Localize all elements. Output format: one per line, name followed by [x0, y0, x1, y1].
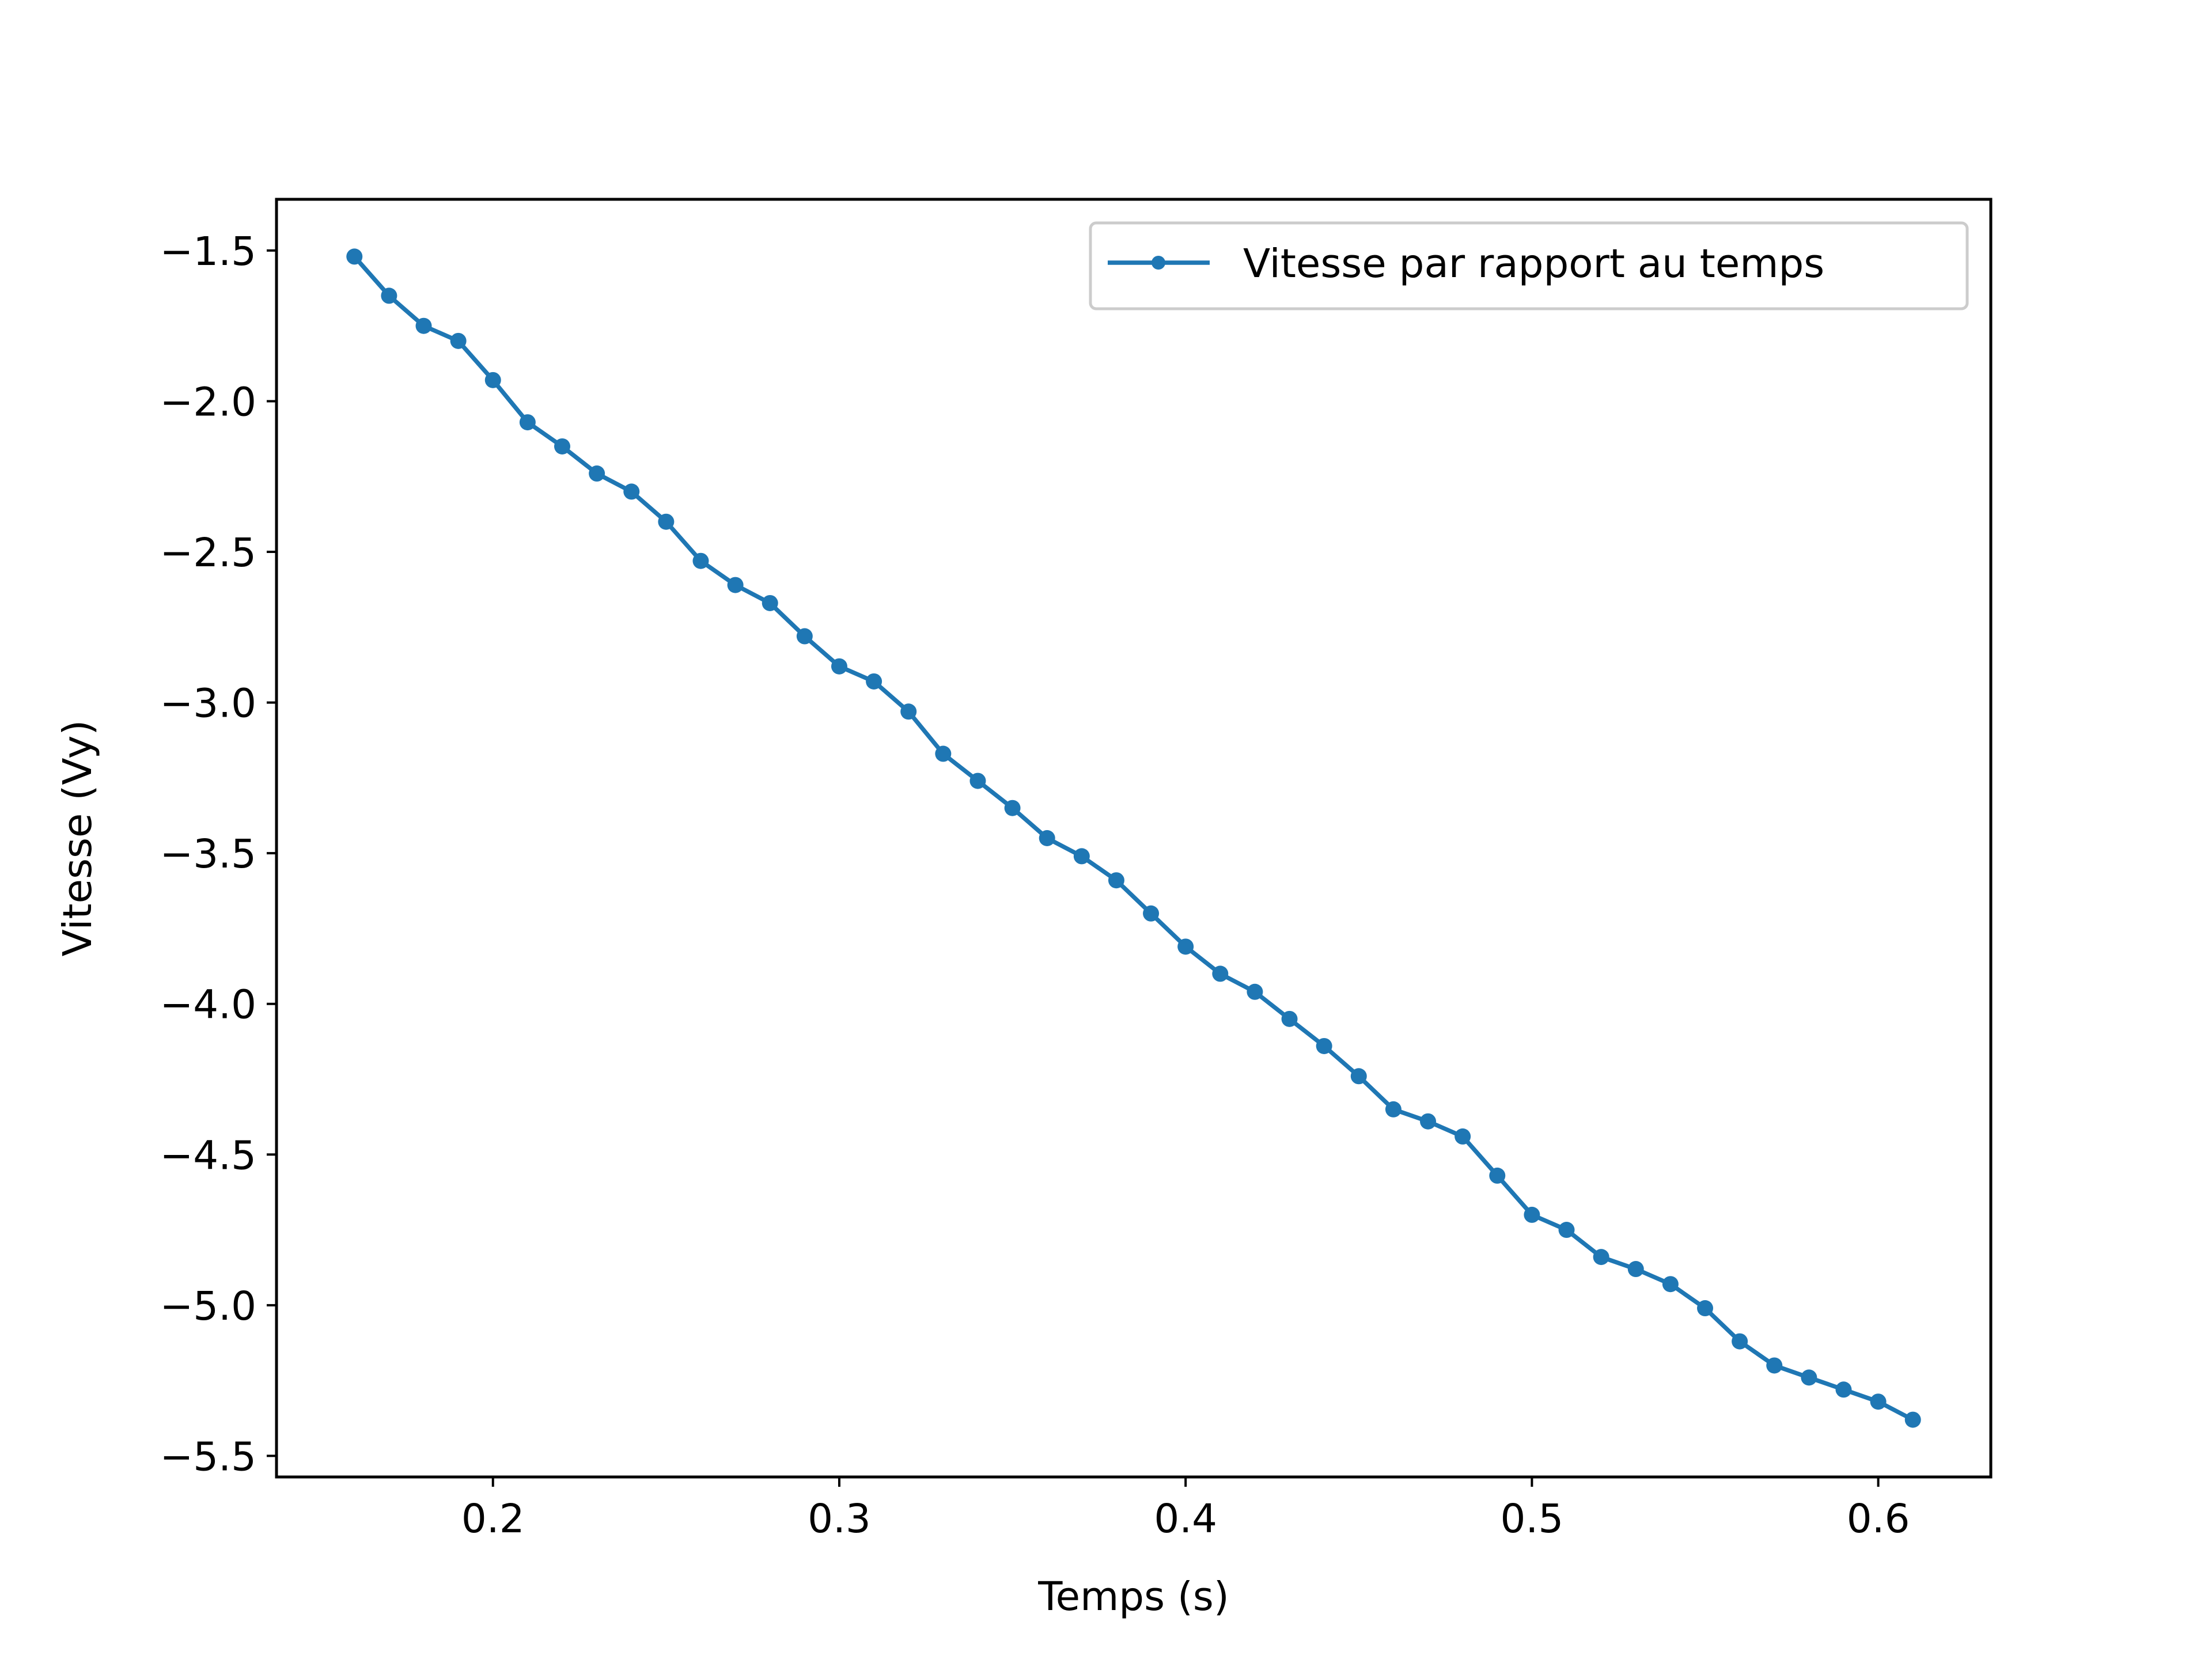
data-point [1316, 1037, 1332, 1054]
data-point [1593, 1249, 1609, 1266]
data-point [519, 414, 536, 431]
y-axis: −1.5 −2.0 −2.5 −3.0 −3.5 −4.0 −4.5 −5.0 −5.5 [160, 229, 276, 1480]
y-tick-label: −3.0 [160, 681, 256, 727]
x-axis-label: Temps (s) [1037, 1574, 1229, 1620]
data-point [1627, 1261, 1644, 1278]
plot-area [276, 199, 1991, 1477]
data-point [1004, 800, 1021, 816]
x-tick-label: 0.4 [1154, 1496, 1217, 1542]
data-point [1385, 1101, 1402, 1118]
data-point [1281, 1010, 1298, 1027]
data-point [1350, 1068, 1367, 1085]
data-point [1420, 1113, 1437, 1130]
data-point [1143, 905, 1160, 922]
data-point [623, 483, 640, 500]
data-point [831, 658, 847, 675]
data-point [1697, 1300, 1713, 1317]
series-line [351, 253, 1916, 1423]
data-point [1835, 1381, 1852, 1398]
data-point [1801, 1369, 1817, 1386]
legend-label: Vitesse par rapport au temps [1243, 241, 1824, 287]
x-tick-label: 0.3 [808, 1496, 871, 1542]
data-point [1073, 848, 1090, 865]
data-point [1558, 1222, 1575, 1238]
data-point [484, 372, 501, 388]
data-point [692, 552, 709, 569]
data-point [900, 703, 917, 720]
data-point [1524, 1206, 1540, 1223]
series-layer [346, 248, 1921, 1428]
data-point [969, 772, 986, 789]
legend-box [1089, 221, 1969, 310]
legend: Vitesse par rapport au temps [1089, 221, 1969, 310]
data-point [415, 317, 432, 334]
y-tick-label: −1.5 [160, 229, 256, 275]
x-axis: 0.2 0.3 0.4 0.5 0.6 [461, 1477, 1910, 1542]
y-tick-label: −2.0 [160, 379, 256, 425]
data-point [1766, 1357, 1783, 1374]
y-axis-label: Vitesse (Vy) [55, 720, 101, 957]
y-tick-label: −5.5 [160, 1434, 256, 1480]
data-point [762, 594, 778, 611]
plot-frame [275, 198, 1993, 1479]
y-tick-label: −3.5 [160, 831, 256, 877]
data-point [935, 745, 952, 762]
data-point [346, 248, 363, 265]
x-tick-label: 0.2 [461, 1496, 525, 1542]
data-point [1212, 965, 1229, 982]
data-point [1732, 1333, 1748, 1350]
y-tick-label: −5.0 [160, 1283, 256, 1330]
data-point [1177, 938, 1194, 955]
data-point [1489, 1167, 1506, 1184]
y-tick-label: −2.5 [160, 530, 256, 576]
data-point [658, 513, 675, 530]
data-point [1455, 1128, 1471, 1145]
x-tick-label: 0.6 [1847, 1496, 1910, 1542]
data-point [1904, 1411, 1921, 1428]
data-point [589, 465, 605, 482]
data-point [1039, 830, 1055, 846]
data-point [554, 438, 570, 454]
legend-marker-swatch [1152, 256, 1165, 270]
y-tick-label: −4.5 [160, 1132, 256, 1179]
data-point [727, 577, 744, 593]
data-point [450, 332, 467, 349]
data-point [796, 628, 813, 645]
data-point [1247, 983, 1263, 1000]
data-point [1662, 1276, 1679, 1293]
y-tick-label: −4.0 [160, 982, 256, 1028]
data-point [381, 287, 397, 304]
data-point [1108, 872, 1124, 889]
x-tick-label: 0.5 [1501, 1496, 1564, 1542]
data-point [866, 673, 882, 690]
data-point [1870, 1393, 1887, 1410]
